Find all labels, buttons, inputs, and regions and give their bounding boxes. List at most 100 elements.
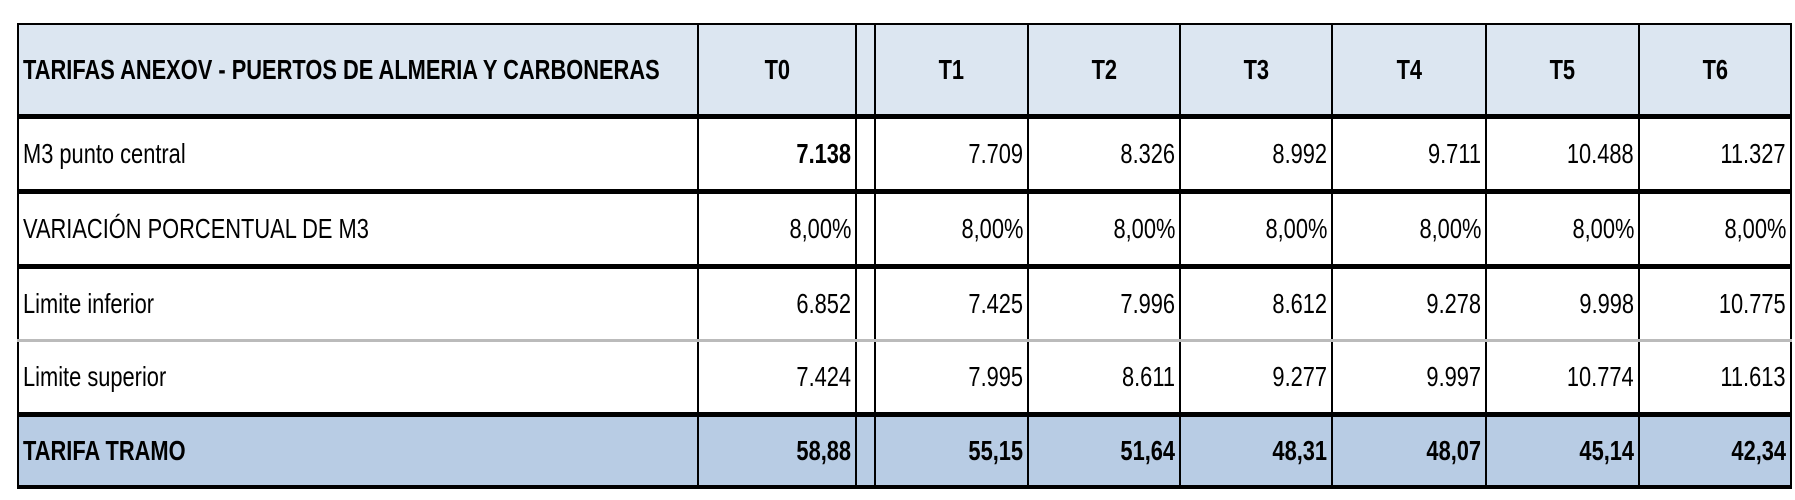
cell-text: 9.711: [1427, 138, 1481, 169]
value-cell: 10.488: [1485, 115, 1640, 194]
row-label-cell: TARIFAS ANEXOV - PUERTOS DE ALMERIA Y CA…: [17, 23, 699, 119]
value-cell: 8,00%: [874, 190, 1029, 269]
cell-text: 10.488: [1567, 138, 1634, 169]
value-cell: 8.992: [1179, 115, 1333, 194]
cell-text: 11.327: [1720, 138, 1786, 169]
value-cell: 11.613: [1638, 339, 1792, 417]
value-cell: T5: [1485, 23, 1640, 119]
value-cell: 58,88: [697, 413, 857, 489]
cell-text: T3: [1243, 53, 1269, 85]
value-cell: 8.611: [1027, 339, 1181, 417]
cell-text: 8,00%: [1572, 213, 1634, 244]
row-label-cell: Limite inferior: [17, 265, 699, 342]
value-cell: 48,07: [1331, 413, 1487, 489]
value-cell: 9.998: [1485, 265, 1640, 342]
row-label-cell: TARIFA TRAMO: [17, 413, 699, 489]
cell-text: Limite inferior: [23, 288, 155, 319]
cell-text: TARIFA TRAMO: [23, 435, 186, 466]
cell-text: TARIFAS ANEXOV - PUERTOS DE ALMERIA Y CA…: [23, 53, 660, 85]
cell-text: T4: [1396, 53, 1422, 85]
cell-text: T2: [1091, 53, 1117, 85]
cell-text: 9.277: [1272, 361, 1327, 392]
cell-text: 8.992: [1272, 138, 1327, 169]
value-cell: 45,14: [1485, 413, 1640, 489]
row-label-cell: Limite superior: [17, 339, 699, 417]
cell-text: 8,00%: [1724, 213, 1786, 244]
cell-text: 7.709: [968, 138, 1023, 169]
value-cell: 9.997: [1331, 339, 1487, 417]
cell-text: 7.424: [796, 361, 851, 392]
value-cell: 8,00%: [1027, 190, 1181, 269]
cell-text: T6: [1702, 53, 1728, 85]
cell-text: 8,00%: [1265, 213, 1327, 244]
cell-text: T5: [1549, 53, 1576, 85]
spacer-cell: [855, 190, 876, 269]
cell-text: 9.997: [1426, 361, 1481, 392]
cell-text: 10.775: [1719, 288, 1786, 319]
spacer-cell: [855, 413, 876, 489]
cell-text: 42,34: [1731, 435, 1786, 466]
value-cell: T3: [1179, 23, 1333, 119]
cell-text: 55,15: [968, 435, 1023, 466]
table-row: VARIACIÓN PORCENTUAL DE M3 8,00% 8,00% 8,00…: [17, 190, 1792, 269]
cell-text: 11.613: [1720, 361, 1786, 392]
cell-text: 8.326: [1120, 138, 1175, 169]
spacer-cell: [855, 339, 876, 417]
cell-text: 9.998: [1579, 288, 1634, 319]
table-row: TARIFA TRAMO 58,88 55,15 51,64 48,31 48,07 45,…: [17, 413, 1792, 489]
table-row: M3 punto central 7.138 7.709 8.326 8.992 9.71…: [17, 115, 1792, 194]
value-cell: 48,31: [1179, 413, 1333, 489]
tariff-table: TARIFAS ANEXOV - PUERTOS DE ALMERIA Y CA…: [17, 23, 1792, 489]
cell-text: 7.996: [1120, 288, 1175, 319]
table-body: TARIFAS ANEXOV - PUERTOS DE ALMERIA Y CA…: [17, 23, 1792, 489]
value-cell: 6.852: [697, 265, 857, 342]
spacer-cell: [855, 23, 876, 119]
spacer-cell: [855, 115, 876, 194]
value-cell: 55,15: [874, 413, 1029, 489]
value-cell: 9.278: [1331, 265, 1487, 342]
value-cell: 10.774: [1485, 339, 1640, 417]
value-cell: 7.138: [697, 115, 857, 194]
cell-text: 51,64: [1120, 435, 1175, 466]
value-cell: 7.996: [1027, 265, 1181, 342]
cell-text: 7.995: [968, 361, 1023, 392]
value-cell: 8.326: [1027, 115, 1181, 194]
cell-text: T0: [764, 53, 790, 85]
value-cell: 7.709: [874, 115, 1029, 194]
table-row: Limite superior 7.424 7.995 8.611 9.277 9.997…: [17, 339, 1792, 417]
value-cell: 9.711: [1331, 115, 1487, 194]
value-cell: 8.612: [1179, 265, 1333, 342]
value-cell: T4: [1331, 23, 1487, 119]
value-cell: 8,00%: [1179, 190, 1333, 269]
value-cell: T6: [1638, 23, 1792, 119]
value-cell: T1: [874, 23, 1029, 119]
value-cell: 8,00%: [1485, 190, 1640, 269]
cell-text: M3 punto central: [23, 138, 186, 169]
cell-text: 48,31: [1272, 435, 1327, 466]
value-cell: 42,34: [1638, 413, 1792, 489]
cell-text: Limite superior: [23, 361, 167, 392]
cell-text: 45,14: [1579, 435, 1634, 466]
cell-text: 8,00%: [1113, 213, 1175, 244]
cell-text: 7.138: [796, 138, 851, 169]
cell-text: 9.278: [1426, 288, 1481, 319]
cell-text: 7.425: [968, 288, 1023, 319]
cell-text: 6.852: [796, 288, 851, 319]
value-cell: 51,64: [1027, 413, 1181, 489]
table-row: Limite inferior 6.852 7.425 7.996 8.612 9.278…: [17, 265, 1792, 342]
cell-text: T1: [938, 53, 965, 85]
cell-text: 58,88: [796, 435, 851, 466]
value-cell: T0: [697, 23, 857, 119]
cell-text: 8,00%: [789, 213, 851, 244]
cell-text: 8.612: [1272, 288, 1327, 319]
value-cell: 7.424: [697, 339, 857, 417]
cell-text: 48,07: [1426, 435, 1481, 466]
header-row: TARIFAS ANEXOV - PUERTOS DE ALMERIA Y CA…: [17, 23, 1792, 119]
row-label-cell: VARIACIÓN PORCENTUAL DE M3: [17, 190, 699, 269]
value-cell: 8,00%: [1331, 190, 1487, 269]
cell-text: 8,00%: [1419, 213, 1481, 244]
value-cell: 10.775: [1638, 265, 1792, 342]
cell-text: 8,00%: [961, 213, 1023, 244]
value-cell: 8,00%: [697, 190, 857, 269]
